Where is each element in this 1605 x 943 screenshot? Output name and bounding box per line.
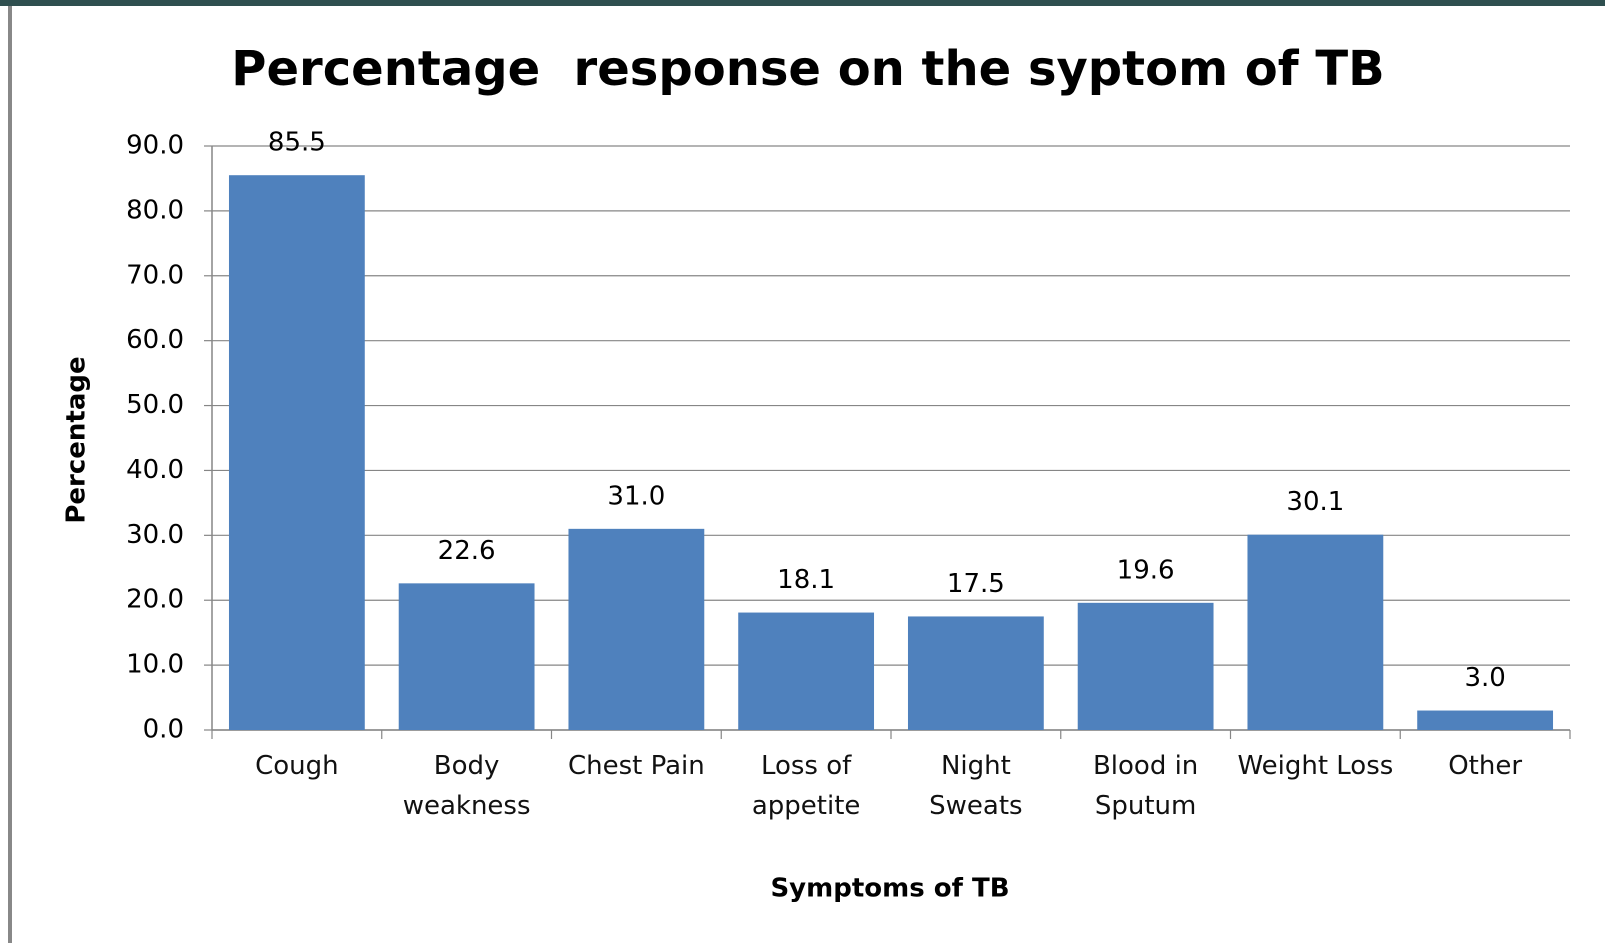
y-tick-label: 10.0 — [126, 650, 184, 680]
data-label: 85.5 — [268, 128, 326, 158]
top-border — [0, 0, 1605, 6]
bar — [398, 583, 535, 730]
bar — [1247, 534, 1384, 730]
y-tick-label: 80.0 — [126, 195, 184, 225]
y-tick-label: 20.0 — [126, 585, 184, 615]
x-tick-label: Loss of appetite — [751, 751, 861, 821]
x-tick-label: Weight Loss — [1237, 751, 1394, 781]
y-tick-label: 60.0 — [126, 325, 184, 355]
y-tick-label: 30.0 — [126, 520, 184, 550]
y-tick-label: 70.0 — [126, 260, 184, 290]
y-tick-label: 50.0 — [126, 390, 184, 420]
y-axis-title: Percentage — [62, 356, 92, 523]
bar — [568, 528, 705, 730]
x-tick-label: Cough — [255, 751, 339, 781]
bar — [738, 612, 875, 730]
x-tick-label: Night Sweats — [929, 751, 1023, 821]
x-axis-title: Symptoms of TB — [770, 874, 1009, 904]
data-label: 31.0 — [607, 481, 665, 511]
y-tick-label: 0.0 — [143, 715, 184, 745]
chart-title: Percentage response on the syptom of TB — [231, 41, 1384, 97]
data-label: 19.6 — [1117, 555, 1175, 585]
data-label: 30.1 — [1286, 487, 1344, 517]
left-border — [8, 6, 12, 943]
data-label: 18.1 — [777, 565, 835, 595]
x-tick-label: Body weakness — [402, 751, 531, 821]
y-tick-label: 40.0 — [126, 455, 184, 485]
bar — [228, 175, 365, 730]
x-tick-label: Other — [1448, 751, 1523, 781]
y-tick-label: 90.0 — [126, 131, 184, 161]
bar — [907, 616, 1044, 730]
bar — [1417, 710, 1554, 730]
data-label: 3.0 — [1464, 663, 1505, 693]
bar — [1077, 602, 1214, 730]
data-label: 17.5 — [947, 569, 1005, 599]
x-tick-label: Blood in Sputum — [1092, 751, 1199, 821]
data-label: 22.6 — [438, 536, 496, 566]
x-tick-label: Chest Pain — [567, 751, 705, 781]
